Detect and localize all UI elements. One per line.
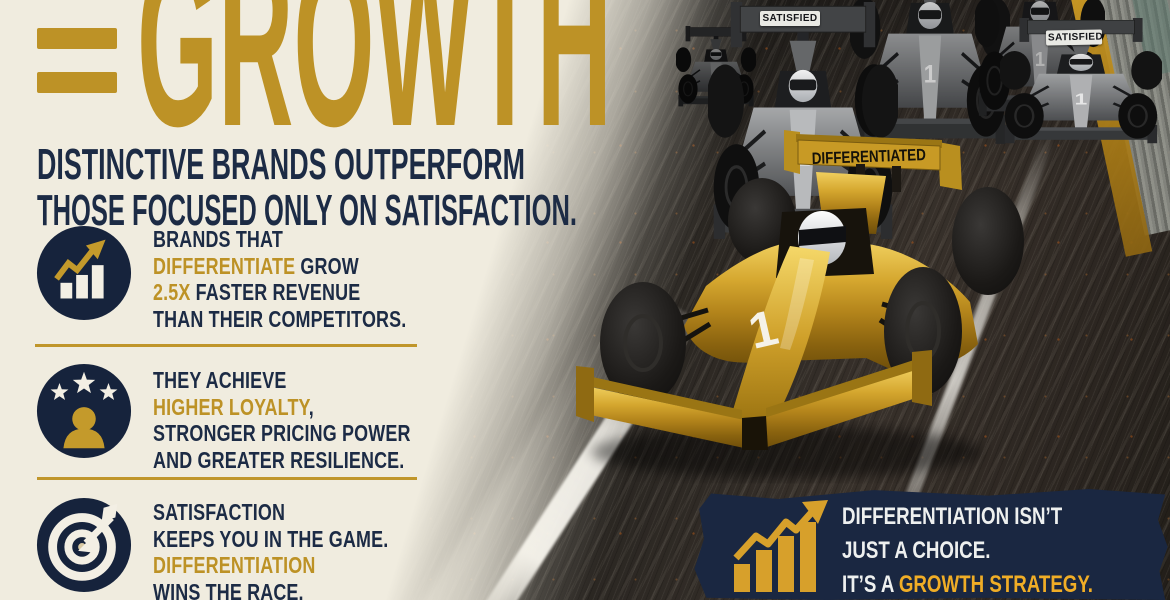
bullet-line: THAN THEIR COMPETITORS. xyxy=(153,305,407,332)
bullet-line: THEY ACHIEVE xyxy=(153,367,287,393)
rival-wing-label-left: SATISFIED xyxy=(760,11,820,26)
banner-line1: DIFFERENTIATION ISN’T xyxy=(842,503,1063,530)
highlight-text: HIGHER LOYALTY xyxy=(153,393,309,420)
plain-text: , xyxy=(308,393,314,420)
highlight-text: GROWTH STRATEGY. xyxy=(898,571,1093,598)
bullet-line: DIFFERENTIATION xyxy=(153,552,316,578)
rival-wing-label-right: SATISFIED xyxy=(1045,29,1103,46)
growth-strategy-banner: DIFFERENTIATION ISN’T JUST A CHOICE. IT’… xyxy=(694,489,1168,600)
bullet-line: AND GREATER RESILIENCE. xyxy=(153,446,405,473)
headline-growth: GROWTH xyxy=(137,0,612,176)
banner-line2: JUST A CHOICE. xyxy=(842,537,991,564)
subtitle-line2: THOSE FOCUSED ONLY ON SATISFACTION. xyxy=(37,186,577,235)
target-arrow-icon xyxy=(36,497,132,593)
subtitle: DISTINCTIVE BRANDS OUTPERFORM THOSE FOCU… xyxy=(37,140,577,235)
bullet-loyalty-pricing: THEY ACHIEVE HIGHER LOYALTY, STRONGER PR… xyxy=(35,362,483,473)
bullet-line: KEEPS YOU IN THE GAME. xyxy=(153,525,389,552)
gold-race-car: DIFFERENTIATED 1 xyxy=(576,130,1024,478)
bullet-line: 2.5X FASTER REVENUE xyxy=(153,279,406,306)
bullet-line: HIGHER LOYALTY, xyxy=(153,394,411,421)
bullet-differentiate-growth: BRANDS THAT DIFFERENTIATE GROW 2.5X FAST… xyxy=(35,224,478,332)
plain-text: GROW xyxy=(295,252,359,279)
growth-bars-arrow-icon xyxy=(733,500,828,592)
banner-text: DIFFERENTIATION ISN’T JUST A CHOICE. IT’… xyxy=(842,500,1164,600)
loyalty-stars-person-icon xyxy=(36,363,132,459)
bullet-text: BRANDS THAT DIFFERENTIATE GROW 2.5X FAST… xyxy=(153,224,478,332)
plain-text: FASTER REVENUE xyxy=(190,279,361,305)
plain-text: IT’S A xyxy=(842,571,899,598)
equals-icon xyxy=(37,72,117,93)
highlight-text: DIFFERENTIATE xyxy=(153,252,296,279)
bullet-line: BRANDS THAT xyxy=(153,226,283,252)
bullet-text: SATISFACTION KEEPS YOU IN THE GAME. DIFF… xyxy=(153,496,455,600)
bullet-satisfaction-differentiation: SATISFACTION KEEPS YOU IN THE GAME. DIFF… xyxy=(35,496,455,600)
bar-chart-up-arrow-icon xyxy=(36,225,132,321)
page-title: GROWTH xyxy=(137,0,612,176)
bullet-text: THEY ACHIEVE HIGHER LOYALTY, STRONGER PR… xyxy=(153,362,483,473)
banner-line3: IT’S A GROWTH STRATEGY. xyxy=(842,568,1093,600)
bullet-line: DIFFERENTIATE GROW xyxy=(153,253,406,280)
equals-icon xyxy=(37,28,117,49)
subtitle-line1: DISTINCTIVE BRANDS OUTPERFORM xyxy=(37,140,525,189)
bullet-line: WINS THE RACE. xyxy=(153,578,304,600)
gold-divider xyxy=(37,477,417,480)
bullet-line: STRONGER PRICING POWER xyxy=(153,420,411,446)
highlight-text: 2.5X xyxy=(153,279,191,305)
gold-car-wing-label: DIFFERENTIATED xyxy=(812,146,927,168)
gold-divider xyxy=(35,344,417,347)
bullet-line: SATISFACTION xyxy=(153,499,286,525)
